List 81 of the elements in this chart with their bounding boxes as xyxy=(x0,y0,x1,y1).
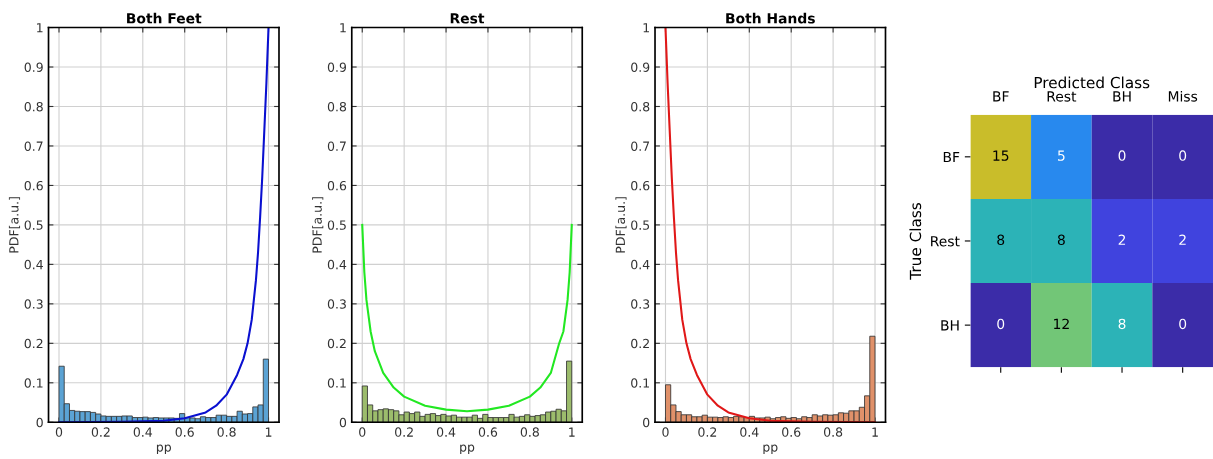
y-tick-label: BF xyxy=(943,151,960,163)
y-tick-label: 0.7 xyxy=(631,141,650,151)
x-tick-label: 1 xyxy=(265,427,272,437)
y-tick-label: 0.1 xyxy=(631,378,650,388)
y-tick-label: 0.8 xyxy=(24,101,43,112)
x-tick-label: 0.6 xyxy=(782,427,801,437)
y-tick-label: 0.5 xyxy=(327,220,346,230)
data-label: 2 xyxy=(1179,234,1186,245)
x-tick-label: BF xyxy=(993,91,1009,102)
y-tick-label: 0.7 xyxy=(327,141,346,151)
x-tick-label: 0.6 xyxy=(175,427,194,437)
data-label: 5 xyxy=(1058,150,1065,161)
x-axis-title: Predicted Class xyxy=(1034,76,1150,89)
x-tick-label: Rest xyxy=(1047,91,1077,102)
chart-title: Both Hands xyxy=(726,12,815,24)
x-tick-label: 0 xyxy=(55,427,63,437)
y-tick-label: 0.9 xyxy=(24,62,43,72)
x-tick-label: 0.8 xyxy=(217,427,236,437)
y-tick-label: 0.1 xyxy=(24,378,43,388)
x-tick-label: 0.2 xyxy=(698,427,717,437)
y-tick-label: 0.3 xyxy=(24,299,43,309)
data-label: 2 xyxy=(1118,234,1126,245)
y-tick-label: 0.5 xyxy=(631,220,650,230)
x-tick-label: 0 xyxy=(359,427,366,437)
x-tick-label: 1 xyxy=(569,427,575,437)
x-tick-label: 0 xyxy=(662,427,669,437)
x-tick-label: 0.8 xyxy=(520,427,539,437)
y-tick-label: BH xyxy=(941,320,959,331)
x-tick-label: 0.4 xyxy=(436,427,456,437)
x-tick-label: 1 xyxy=(872,427,878,437)
y-tick-label: 0.6 xyxy=(327,180,347,191)
x-tick-label: 0.8 xyxy=(824,427,843,437)
y-tick-label: Rest xyxy=(931,236,960,247)
y-tick-label: 1 xyxy=(37,23,43,33)
data-label: 8 xyxy=(997,234,1005,245)
y-tick-label: 0.9 xyxy=(327,62,347,72)
y-tick-label: 0.2 xyxy=(327,338,346,349)
y-tick-label: 0.3 xyxy=(327,299,346,309)
x-tick-label: 0.4 xyxy=(133,427,153,437)
x-axis-title: pp xyxy=(156,444,172,455)
y-tick-label: 0.4 xyxy=(24,259,43,270)
y-tick-label: 0.8 xyxy=(631,101,650,112)
x-tick-label: Miss xyxy=(1168,90,1198,102)
y-tick-label: 0.4 xyxy=(327,259,347,270)
y-axis-title: True Class xyxy=(909,202,922,280)
x-tick-label: BH xyxy=(1113,91,1131,102)
y-tick-label: 1 xyxy=(340,23,346,33)
y-axis-title: PDF[a.u.] xyxy=(312,197,324,253)
y-tick-label: 0.8 xyxy=(327,101,347,112)
x-tick-label: 0.4 xyxy=(740,427,759,437)
x-tick-label: 0.6 xyxy=(478,427,498,437)
data-label: 0 xyxy=(1179,318,1187,330)
y-tick-label: 0.2 xyxy=(24,338,43,349)
y-tick-label: 0 xyxy=(339,417,347,428)
y-axis-title: PDF[a.u.] xyxy=(8,197,21,253)
y-tick-label: 0.4 xyxy=(631,259,650,270)
data-label: 8 xyxy=(1118,318,1126,330)
y-tick-label: 0.5 xyxy=(24,220,43,230)
data-label: 0 xyxy=(1179,150,1187,161)
data-label: 0 xyxy=(997,318,1005,330)
y-tick-label: 1 xyxy=(643,23,649,33)
y-tick-label: 0 xyxy=(36,417,43,428)
y-tick-label: 0 xyxy=(643,417,650,428)
chart-title: Rest xyxy=(450,13,485,24)
data-label: 12 xyxy=(1054,318,1069,329)
x-tick-label: 0.2 xyxy=(91,427,110,437)
y-tick-label: 0.3 xyxy=(631,299,650,309)
y-tick-label: 0.6 xyxy=(24,180,43,191)
x-axis-title: pp xyxy=(763,444,778,455)
y-tick-label: 0.2 xyxy=(631,338,649,349)
x-axis-title: pp xyxy=(460,444,475,455)
y-tick-label: 0.6 xyxy=(631,180,650,191)
y-tick-label: 0.9 xyxy=(631,62,650,72)
y-tick-label: 0.1 xyxy=(327,378,346,388)
data-label: 15 xyxy=(993,150,1009,161)
x-tick-label: 0.2 xyxy=(395,427,413,437)
data-label: 0 xyxy=(1118,150,1126,161)
chart-title: Both Feet xyxy=(127,12,202,24)
y-tick-label: 0.7 xyxy=(24,141,43,151)
data-label: 8 xyxy=(1057,234,1065,245)
y-axis-title: PDF[a.u.] xyxy=(615,197,627,253)
